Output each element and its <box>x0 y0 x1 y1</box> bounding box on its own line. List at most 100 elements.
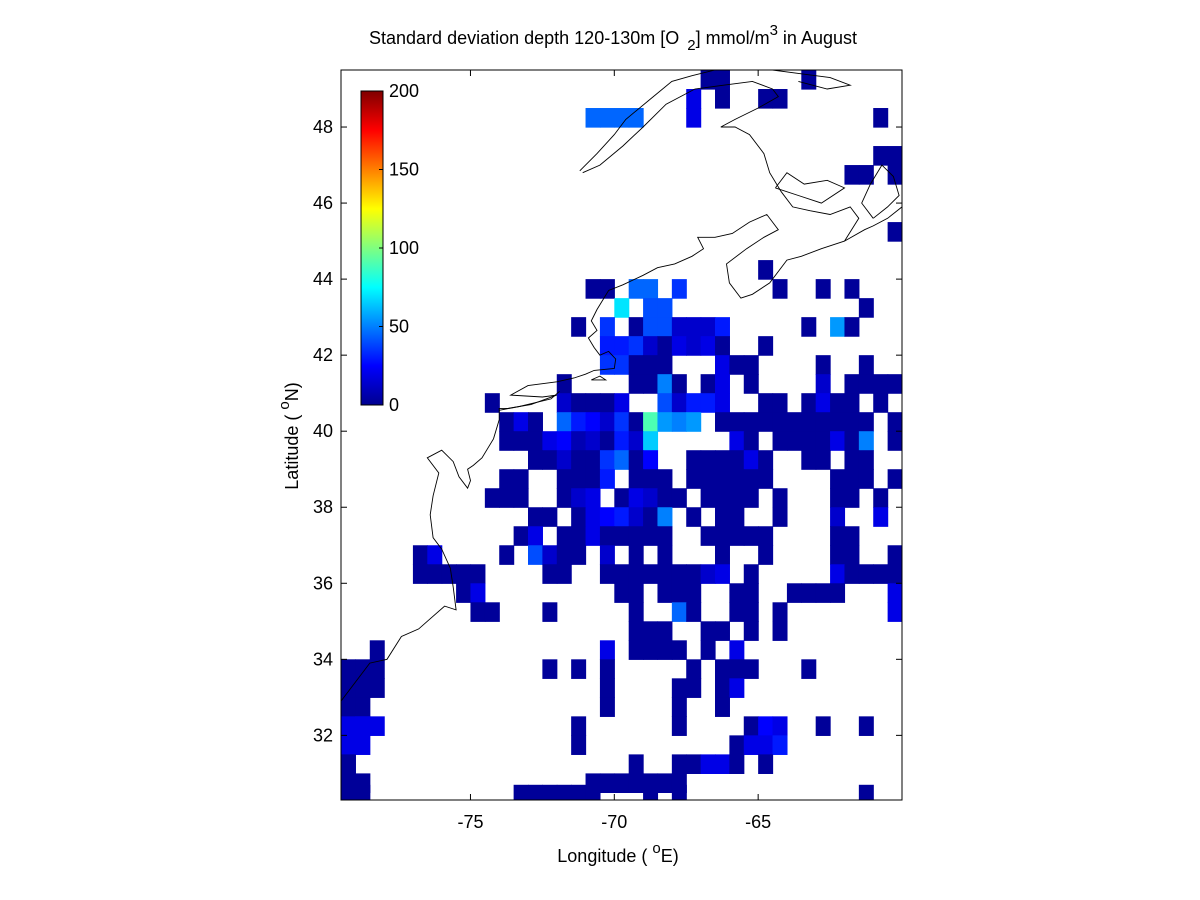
colorbar-tick-label: 50 <box>389 317 409 337</box>
heatmap-cell <box>801 431 817 451</box>
y-tick-label: 48 <box>313 117 333 137</box>
heatmap-cell <box>643 355 659 375</box>
heatmap-cell <box>556 412 572 432</box>
heatmap-cell <box>614 564 630 584</box>
heatmap-cell <box>657 488 673 508</box>
x-tick-label: -65 <box>745 812 771 832</box>
heatmap-cell <box>643 564 659 584</box>
heatmap-cell <box>700 754 716 774</box>
heatmap-cell <box>456 564 472 584</box>
heatmap-cell <box>599 450 615 470</box>
heatmap-cell <box>412 564 428 584</box>
heatmap-cell <box>643 336 659 356</box>
heatmap-cell <box>671 564 687 584</box>
heatmap-cell <box>887 564 902 584</box>
heatmap-cell <box>369 640 385 660</box>
heatmap-cell <box>412 545 428 565</box>
heatmap-cell <box>556 450 572 470</box>
heatmap-cell <box>628 374 644 394</box>
heatmap-cell <box>599 469 615 489</box>
heatmap-cell <box>887 146 902 166</box>
heatmap-cell <box>528 784 543 800</box>
heatmap-cell <box>528 545 543 565</box>
heatmap-cell <box>715 621 730 641</box>
heatmap-cell <box>844 545 860 565</box>
heatmap-cell <box>815 716 831 736</box>
heatmap-cell <box>341 678 356 698</box>
heatmap-cell <box>758 450 774 470</box>
heatmap-cell <box>657 469 673 489</box>
heatmap-cell <box>743 735 759 755</box>
heatmap-cell <box>542 450 558 470</box>
chart-title: Standard deviation depth 120-130m [O 2] m… <box>369 22 857 54</box>
heatmap-cell <box>528 412 543 432</box>
heatmap-cell <box>599 108 615 128</box>
heatmap-cell <box>614 526 630 546</box>
heatmap-cell <box>686 469 702 489</box>
heatmap-cell <box>772 488 788 508</box>
heatmap-cell <box>614 298 630 318</box>
coastline-path <box>582 80 860 242</box>
heatmap-cell <box>657 621 673 641</box>
heatmap-cell <box>369 659 385 679</box>
heatmap-cell <box>772 412 788 432</box>
heatmap-cell <box>830 564 846 584</box>
heatmap-cell <box>628 545 644 565</box>
x-axis-label-degree: o <box>652 840 660 857</box>
heatmap-cell <box>513 488 529 508</box>
heatmap-cell <box>772 621 788 641</box>
heatmap-cell <box>628 317 644 337</box>
heatmap-cell <box>671 488 687 508</box>
heatmap-cell <box>528 431 543 451</box>
y-tick-label: 36 <box>313 573 333 593</box>
heatmap-cell <box>571 526 587 546</box>
heatmap-cell <box>715 469 730 489</box>
heatmap-cell <box>844 526 860 546</box>
heatmap-cell <box>599 659 615 679</box>
plot-area: -75 -70 -65 32 34 36 38 40 42 44 46 48 <box>313 69 903 832</box>
heatmap-cell <box>542 602 558 622</box>
heatmap-cell <box>786 583 802 603</box>
heatmap-cell <box>657 773 673 793</box>
heatmap-cell <box>571 545 587 565</box>
heatmap-cell <box>815 393 831 413</box>
heatmap-cell <box>844 165 860 185</box>
heatmap-cell <box>786 431 802 451</box>
heatmap-cell <box>700 317 716 337</box>
heatmap-cell <box>643 640 659 660</box>
heatmap-cell <box>686 317 702 337</box>
heatmap-cell <box>887 222 902 242</box>
x-tick-label: -75 <box>457 812 483 832</box>
heatmap-cell <box>614 773 630 793</box>
heatmap-cell <box>341 754 356 774</box>
heatmap-cell <box>858 469 874 489</box>
heatmap-cell <box>657 583 673 603</box>
heatmap-cell <box>743 716 759 736</box>
heatmap-cell <box>585 393 601 413</box>
heatmap-cell <box>556 374 572 394</box>
heatmap-cell <box>628 469 644 489</box>
heatmap-cell <box>700 469 716 489</box>
heatmap-cell <box>585 431 601 451</box>
heatmap-cell <box>585 279 601 299</box>
coastline-path <box>341 206 902 702</box>
heatmap-cell <box>369 716 385 736</box>
heatmap-cell <box>355 716 371 736</box>
heatmap-cell <box>830 507 846 527</box>
heatmap-cell <box>341 784 356 800</box>
heatmap-cell <box>571 488 587 508</box>
heatmap-cell <box>657 564 673 584</box>
heatmap-cell <box>643 450 659 470</box>
heatmap-cell <box>801 659 817 679</box>
heatmap-cell <box>355 697 371 717</box>
heatmap-cell <box>715 754 730 774</box>
heatmap-cell <box>758 260 774 280</box>
heatmap-cell <box>614 450 630 470</box>
heatmap-cell <box>873 374 889 394</box>
heatmap-cell <box>715 697 730 717</box>
y-axis-ticks: 32 34 36 38 40 42 44 46 48 <box>313 117 902 745</box>
heatmap-cell <box>858 374 874 394</box>
heatmap-cell <box>643 279 659 299</box>
y-tick-label: 44 <box>313 269 333 289</box>
heatmap-cell <box>729 469 745 489</box>
